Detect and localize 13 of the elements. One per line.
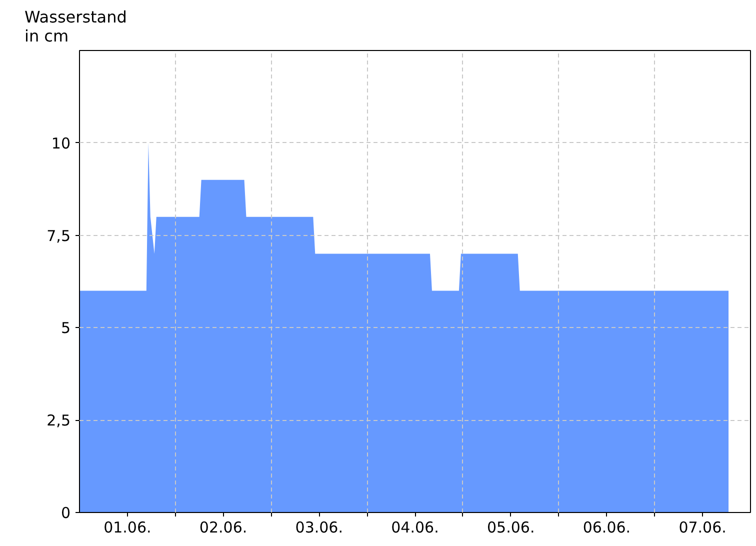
y-tick-label: 7,5 xyxy=(46,226,71,245)
y-tick-label: 10 xyxy=(51,134,71,152)
x-tick-label: 03.06. xyxy=(295,518,344,536)
x-tick-label: 06.06. xyxy=(582,518,631,536)
x-tick-label: 01.06. xyxy=(104,518,152,536)
y-tick-label: 0 xyxy=(60,504,71,522)
y-axis-title: Wasserstand in cm xyxy=(24,8,127,46)
y-tick-label: 2,5 xyxy=(46,412,71,430)
x-tick-label: 02.06. xyxy=(199,518,248,536)
y-tick-label: 5 xyxy=(60,319,71,338)
x-tick-label: 05.06. xyxy=(487,518,535,536)
x-tick-label: 04.06. xyxy=(391,518,439,536)
x-tick-label: 07.06. xyxy=(678,518,726,536)
